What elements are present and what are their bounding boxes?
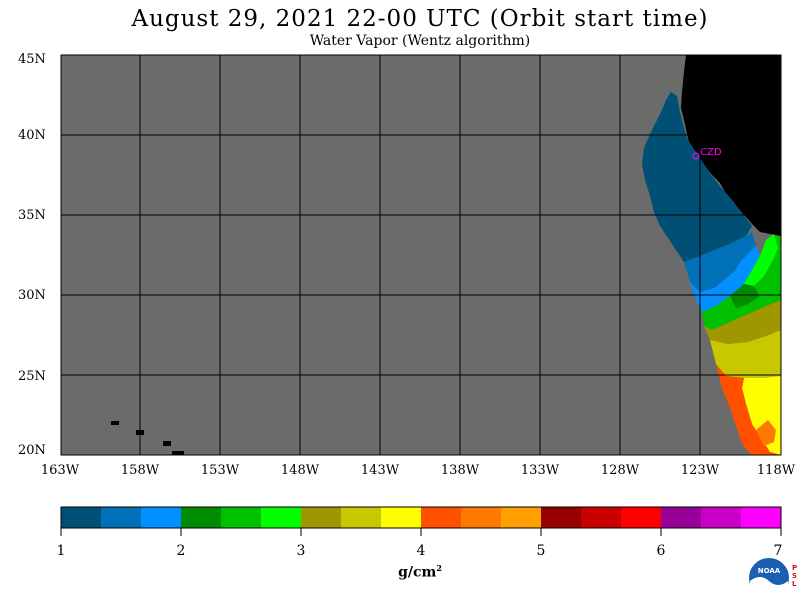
lon-label-143w: 143W [360, 463, 400, 478]
noaa-logo: NOAA [747, 556, 791, 600]
land-mass [681, 55, 781, 236]
lat-label-35n: 35N [18, 208, 46, 223]
colorbar-swatch-6 [261, 507, 302, 528]
colorbar-swatch-1 [61, 507, 102, 528]
station-label: CZD [700, 147, 722, 158]
lat-label-30n: 30N [18, 288, 46, 303]
psl-logo-text: PSL [792, 564, 798, 588]
colorbar-swatch-14 [581, 507, 622, 528]
colorbar [60, 506, 782, 536]
lon-label-148w: 148W [280, 463, 320, 478]
lat-label-25n: 25N [18, 369, 46, 384]
colorbar-swatch-4 [181, 507, 222, 528]
lat-label-45n: 45N [18, 52, 46, 67]
island-hawaii [172, 451, 184, 455]
lon-label-153w: 153W [200, 463, 240, 478]
lat-label-40n: 40N [18, 128, 46, 143]
lon-label-128w: 128W [600, 463, 640, 478]
colorbar-swatch-13 [541, 507, 582, 528]
lon-label-158w: 158W [120, 463, 160, 478]
colorbar-swatch-11 [461, 507, 502, 528]
noaa-logo-text: NOAA [758, 567, 781, 575]
vapor-region-yellow-olive [710, 330, 781, 378]
colorbar-swatch-7 [301, 507, 342, 528]
colorbar-swatch-3 [141, 507, 182, 528]
colorbar-units: g/cm2 [398, 563, 442, 581]
colorbar-swatch-9 [381, 507, 422, 528]
vapor-region-dark-green [730, 284, 760, 308]
colorbar-swatch-15 [621, 507, 662, 528]
colorbar-tick-5: 5 [536, 543, 546, 559]
colorbar-tick-1: 1 [56, 543, 66, 559]
vapor-region-medium-blue [684, 232, 756, 292]
units-base: g/cm [398, 564, 437, 581]
lon-label-163w: 163W [40, 463, 80, 478]
colorbar-tick-2: 2 [176, 543, 186, 559]
island-maui [163, 441, 171, 446]
colorbar-swatch-12 [501, 507, 542, 528]
colorbar-swatch-16 [661, 507, 702, 528]
map-frame [60, 54, 782, 456]
colorbar-swatch-5 [221, 507, 262, 528]
grid-lines [61, 55, 781, 455]
units-exponent: 2 [436, 563, 442, 573]
colorbar-tick-7: 7 [773, 543, 783, 559]
lon-label-138w: 138W [440, 463, 480, 478]
island-kauai [111, 421, 119, 425]
map-title: August 29, 2021 22-00 UTC (Orbit start t… [131, 6, 709, 32]
vapor-region-orange [756, 420, 776, 446]
map-subtitle: Water Vapor (Wentz algorithm) [309, 33, 531, 49]
colorbar-tick-4: 4 [416, 543, 426, 559]
colorbar-swatch-8 [341, 507, 382, 528]
lat-label-20n: 20N [18, 443, 46, 458]
colorbar-tick-3: 3 [296, 543, 306, 559]
lon-label-118w: 118W [756, 463, 796, 478]
colorbar-swatch-17 [701, 507, 742, 528]
colorbar-tick-6: 6 [656, 543, 666, 559]
lon-label-133w: 133W [520, 463, 560, 478]
lon-label-123w: 123W [680, 463, 720, 478]
station-marker [692, 152, 700, 160]
colorbar-swatch-18 [741, 507, 782, 528]
vapor-region-bright-green [744, 234, 778, 286]
vapor-region-olive [704, 300, 781, 344]
colorbar-swatch-2 [101, 507, 142, 528]
colorbar-swatch-10 [421, 507, 462, 528]
vapor-region-orange-red [716, 364, 781, 455]
